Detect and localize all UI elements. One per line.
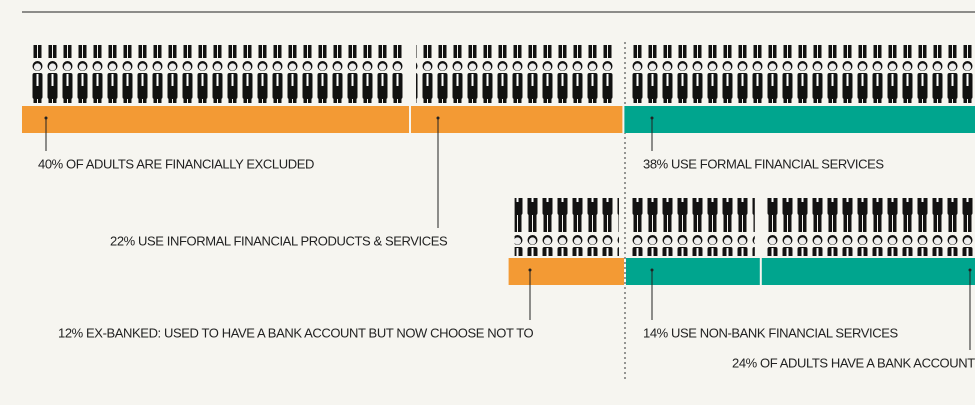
pointer-dot <box>528 268 532 272</box>
pointer-dot <box>436 116 440 120</box>
pointer-dot <box>968 268 972 272</box>
bar-segment <box>626 258 760 285</box>
bar-segment <box>761 258 975 285</box>
segment-label: 22% USE INFORMAL FINANCIAL PRODUCTS & SE… <box>110 233 448 248</box>
bar-segment <box>411 106 623 133</box>
people-icons <box>514 198 619 256</box>
people-icons <box>766 198 975 256</box>
pointer-dot <box>650 116 654 120</box>
people-icons <box>629 45 975 103</box>
segment-label: 38% USE FORMAL FINANCIAL SERVICES <box>643 156 884 171</box>
people-icons <box>416 45 618 103</box>
segment-label: 12% EX-BANKED: USED TO HAVE A BANK ACCOU… <box>58 325 534 340</box>
bar-segment <box>22 106 409 133</box>
segment-label: 40% OF ADULTS ARE FINANCIALLY EXCLUDED <box>38 156 314 171</box>
bar-segment <box>508 258 624 285</box>
segment-label: 24% OF ADULTS HAVE A BANK ACCOUNT <box>732 355 975 370</box>
pointer-dot <box>44 116 48 120</box>
people-icons <box>28 45 404 103</box>
pointer-dot <box>650 268 654 272</box>
people-icons <box>631 198 755 256</box>
bar-segment <box>624 106 975 133</box>
segment-label: 14% USE NON-BANK FINANCIAL SERVICES <box>643 325 898 340</box>
